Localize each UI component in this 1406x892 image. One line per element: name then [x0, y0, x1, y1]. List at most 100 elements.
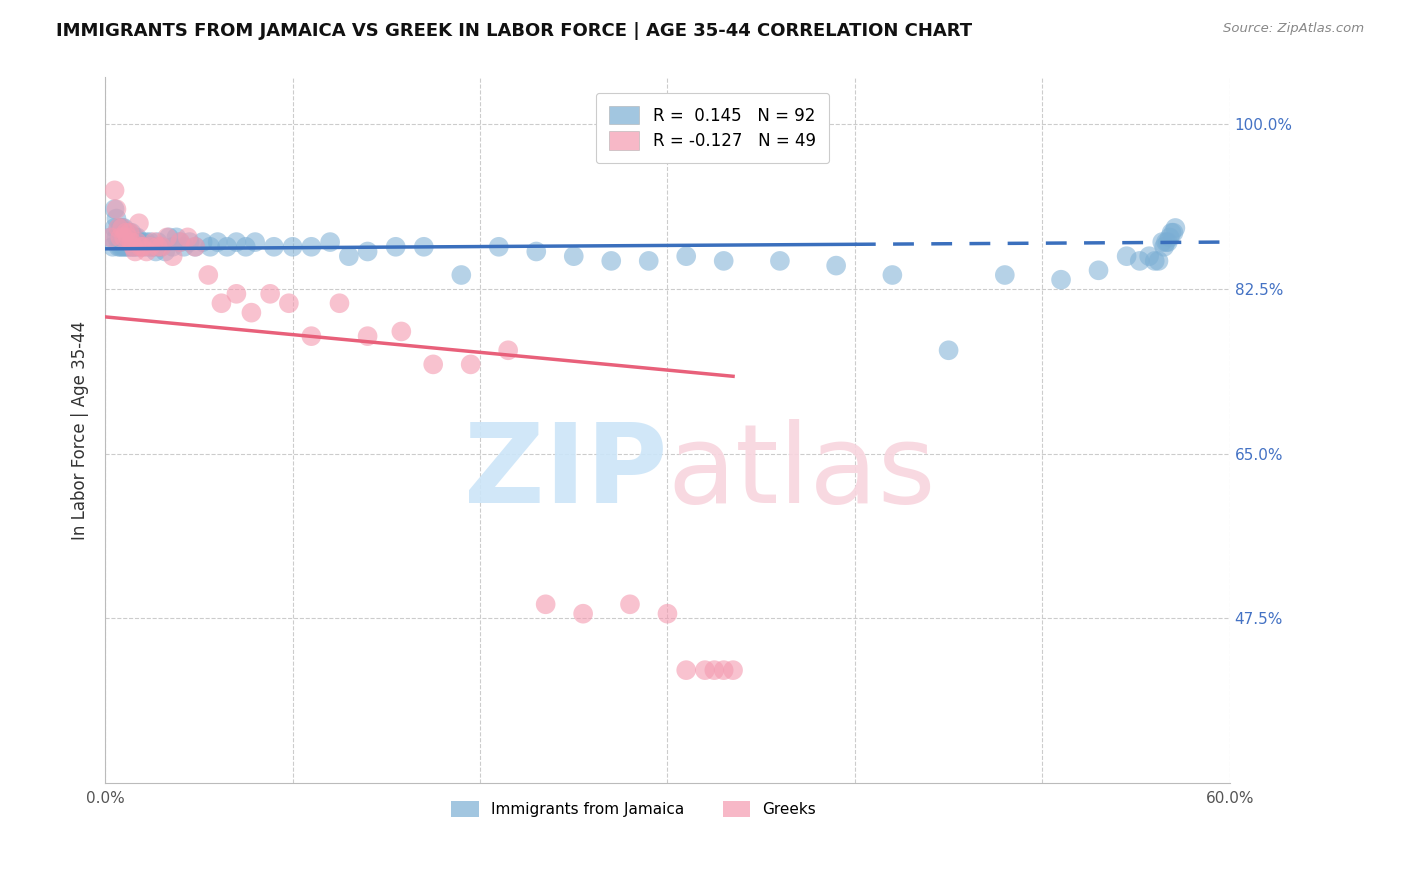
Point [225, 235, 247, 249]
Point [108, 230, 131, 244]
Point [173, 240, 195, 254]
Point [101, 240, 124, 254]
Point [299, 329, 322, 343]
Point [111, 240, 134, 254]
Point [225, 286, 247, 301]
Point [412, 240, 434, 254]
Point [125, 235, 148, 249]
Point [142, 235, 165, 249]
Point [146, 240, 169, 254]
Point [134, 240, 156, 254]
Point [675, 249, 697, 263]
Point [117, 226, 139, 240]
Point [191, 235, 214, 249]
Point [1050, 273, 1073, 287]
Point [337, 249, 360, 263]
Point [389, 325, 412, 339]
Point [281, 240, 304, 254]
Point [1152, 235, 1174, 249]
Point [572, 607, 595, 621]
Point [129, 240, 152, 254]
Point [108, 240, 131, 254]
Point [169, 235, 191, 249]
Point [1154, 235, 1177, 249]
Point [131, 235, 153, 249]
Point [1157, 235, 1180, 249]
Point [120, 226, 142, 240]
Point [107, 221, 129, 235]
Point [105, 211, 128, 226]
Point [524, 244, 547, 259]
Point [150, 240, 173, 254]
Point [112, 240, 135, 254]
Text: Source: ZipAtlas.com: Source: ZipAtlas.com [1223, 22, 1364, 36]
Point [111, 221, 134, 235]
Point [118, 226, 141, 240]
Point [769, 253, 792, 268]
Point [135, 235, 157, 249]
Point [176, 230, 198, 244]
Point [422, 358, 444, 372]
Point [619, 597, 641, 611]
Point [157, 230, 180, 244]
Point [156, 230, 179, 244]
Point [450, 268, 472, 282]
Point [534, 597, 557, 611]
Point [118, 240, 141, 254]
Point [118, 226, 141, 240]
Point [124, 230, 146, 244]
Point [1129, 253, 1152, 268]
Point [207, 235, 229, 249]
Point [184, 240, 207, 254]
Legend: Immigrants from Jamaica, Greeks: Immigrants from Jamaica, Greeks [444, 793, 824, 825]
Point [319, 235, 342, 249]
Point [356, 329, 378, 343]
Point [713, 663, 735, 677]
Point [105, 202, 128, 216]
Point [1115, 249, 1137, 263]
Point [117, 240, 139, 254]
Point [496, 343, 519, 358]
Point [356, 244, 378, 259]
Point [135, 244, 157, 259]
Point [145, 244, 167, 259]
Point [184, 240, 207, 254]
Point [675, 663, 697, 677]
Text: ZIP: ZIP [464, 419, 668, 526]
Point [103, 202, 125, 216]
Point [150, 240, 173, 254]
Point [131, 240, 153, 254]
Point [148, 240, 170, 254]
Point [165, 230, 187, 244]
Point [125, 240, 148, 254]
Point [122, 240, 145, 254]
Point [162, 240, 184, 254]
Point [1147, 253, 1170, 268]
Point [146, 235, 169, 249]
Point [721, 663, 744, 677]
Point [112, 230, 135, 244]
Point [122, 230, 145, 244]
Point [488, 240, 510, 254]
Point [114, 240, 136, 254]
Point [299, 240, 322, 254]
Point [1143, 253, 1166, 268]
Point [1164, 221, 1187, 235]
Point [882, 268, 904, 282]
Point [693, 663, 716, 677]
Point [111, 221, 134, 235]
Point [243, 235, 266, 249]
Point [713, 253, 735, 268]
Point [1159, 230, 1181, 244]
Point [562, 249, 585, 263]
Point [103, 221, 125, 235]
Point [703, 663, 725, 677]
Point [117, 230, 139, 244]
Point [153, 244, 176, 259]
Point [142, 240, 165, 254]
Point [215, 240, 238, 254]
Point [139, 235, 162, 249]
Point [124, 240, 146, 254]
Point [107, 221, 129, 235]
Point [120, 235, 142, 249]
